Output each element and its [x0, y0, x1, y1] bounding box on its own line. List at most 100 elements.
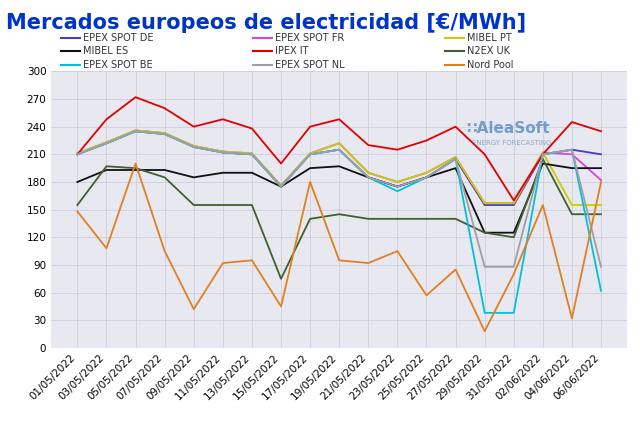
IPEX IT	[132, 95, 140, 100]
N2EX UK	[132, 165, 140, 171]
N2EX UK	[335, 211, 343, 217]
EPEX SPOT NL	[102, 140, 110, 146]
MIBEL PT	[510, 201, 518, 206]
EPEX SPOT BE	[597, 288, 605, 293]
EPEX SPOT BE	[364, 175, 372, 180]
EPEX SPOT BE	[510, 310, 518, 315]
EPEX SPOT FR	[539, 150, 547, 155]
MIBEL ES	[307, 165, 314, 171]
EPEX SPOT DE	[161, 132, 168, 137]
Nord Pool	[307, 179, 314, 185]
Text: ∷AleaSoft: ∷AleaSoft	[466, 121, 550, 136]
IPEX IT	[510, 198, 518, 203]
EPEX SPOT NL	[190, 144, 198, 149]
EPEX SPOT FR	[219, 149, 227, 154]
MIBEL PT	[335, 140, 343, 146]
EPEX SPOT NL	[568, 147, 576, 153]
IPEX IT	[74, 152, 81, 157]
Nord Pool	[481, 329, 488, 334]
EPEX SPOT BE	[102, 140, 110, 146]
Text: MIBEL ES: MIBEL ES	[83, 46, 129, 56]
EPEX SPOT DE	[248, 152, 256, 157]
EPEX SPOT FR	[568, 152, 576, 157]
EPEX SPOT BE	[190, 144, 198, 149]
MIBEL ES	[74, 179, 81, 185]
MIBEL PT	[190, 143, 198, 149]
Nord Pool	[568, 316, 576, 321]
Line: EPEX SPOT DE: EPEX SPOT DE	[77, 131, 601, 205]
Nord Pool	[161, 248, 168, 254]
EPEX SPOT DE	[364, 175, 372, 180]
Nord Pool	[394, 248, 401, 254]
MIBEL PT	[364, 170, 372, 175]
N2EX UK	[539, 156, 547, 161]
IPEX IT	[248, 126, 256, 131]
EPEX SPOT FR	[161, 130, 168, 136]
EPEX SPOT NL	[161, 132, 168, 137]
Text: MIBEL PT: MIBEL PT	[467, 33, 512, 43]
EPEX SPOT NL	[248, 152, 256, 157]
MIBEL PT	[102, 140, 110, 145]
Line: EPEX SPOT NL: EPEX SPOT NL	[77, 131, 601, 267]
EPEX SPOT DE	[335, 147, 343, 153]
EPEX SPOT DE	[481, 202, 488, 208]
EPEX SPOT FR	[277, 183, 285, 188]
N2EX UK	[248, 202, 256, 208]
EPEX SPOT FR	[74, 151, 81, 156]
EPEX SPOT NL	[277, 184, 285, 189]
MIBEL PT	[394, 179, 401, 185]
EPEX SPOT BE	[481, 310, 488, 315]
MIBEL ES	[394, 184, 401, 189]
IPEX IT	[597, 128, 605, 134]
N2EX UK	[277, 276, 285, 281]
EPEX SPOT NL	[394, 184, 401, 189]
MIBEL ES	[248, 170, 256, 175]
EPEX SPOT BE	[307, 152, 314, 157]
EPEX SPOT NL	[132, 128, 140, 134]
EPEX SPOT NL	[452, 156, 460, 161]
EPEX SPOT FR	[481, 201, 488, 206]
EPEX SPOT BE	[277, 184, 285, 189]
MIBEL ES	[102, 167, 110, 173]
EPEX SPOT FR	[394, 179, 401, 185]
N2EX UK	[510, 235, 518, 240]
EPEX SPOT BE	[452, 156, 460, 161]
EPEX SPOT FR	[307, 151, 314, 156]
MIBEL ES	[364, 175, 372, 180]
MIBEL ES	[277, 184, 285, 189]
EPEX SPOT NL	[335, 147, 343, 153]
Text: Nord Pool: Nord Pool	[467, 60, 514, 70]
EPEX SPOT DE	[510, 202, 518, 208]
IPEX IT	[190, 124, 198, 129]
MIBEL PT	[481, 201, 488, 206]
EPEX SPOT BE	[335, 147, 343, 153]
IPEX IT	[102, 116, 110, 122]
IPEX IT	[394, 147, 401, 153]
MIBEL ES	[597, 165, 605, 171]
N2EX UK	[102, 164, 110, 169]
EPEX SPOT DE	[539, 152, 547, 157]
EPEX SPOT DE	[132, 128, 140, 134]
MIBEL ES	[481, 230, 488, 235]
Text: EPEX SPOT NL: EPEX SPOT NL	[275, 60, 345, 70]
N2EX UK	[161, 175, 168, 180]
MIBEL PT	[568, 202, 576, 208]
EPEX SPOT BE	[219, 150, 227, 155]
EPEX SPOT BE	[74, 152, 81, 157]
MIBEL PT	[74, 151, 81, 156]
EPEX SPOT FR	[190, 143, 198, 149]
N2EX UK	[307, 216, 314, 222]
Text: IPEX IT: IPEX IT	[275, 46, 308, 56]
EPEX SPOT BE	[161, 132, 168, 137]
EPEX SPOT DE	[307, 152, 314, 157]
EPEX SPOT FR	[335, 140, 343, 146]
EPEX SPOT FR	[452, 154, 460, 160]
Line: IPEX IT: IPEX IT	[77, 97, 601, 200]
Nord Pool	[219, 260, 227, 266]
EPEX SPOT FR	[248, 151, 256, 156]
N2EX UK	[364, 216, 372, 222]
MIBEL ES	[161, 167, 168, 173]
EPEX SPOT DE	[597, 152, 605, 157]
Line: MIBEL ES: MIBEL ES	[77, 164, 601, 233]
N2EX UK	[597, 211, 605, 217]
